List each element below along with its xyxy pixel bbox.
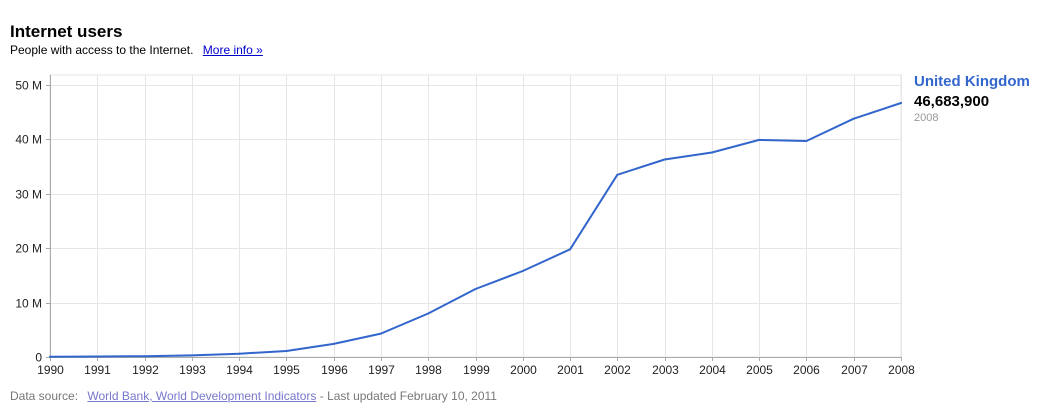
data-point: [521, 270, 524, 272]
x-tick-label: 2002: [604, 363, 631, 377]
data-point: [710, 151, 713, 154]
data-point: [852, 117, 855, 120]
footer: Data source: World Bank, World Developme…: [10, 389, 497, 403]
x-tick-label: 1992: [132, 363, 159, 377]
x-tick-label: 2004: [699, 363, 726, 377]
data-point: [474, 288, 477, 290]
legend-year: 2008: [914, 112, 939, 124]
footer-updated: - Last updated February 10, 2011: [319, 389, 497, 403]
plot-frame: [49, 74, 902, 358]
data-point: [805, 140, 808, 142]
y-tick-label: 40 M: [15, 133, 42, 147]
x-tick-label: 2006: [793, 363, 820, 377]
x-tick-label: 1999: [463, 363, 490, 377]
y-tick-label: 0: [35, 351, 42, 365]
x-tick-label: 2005: [746, 363, 773, 377]
label-layer: 1990 1991 1992 1993 1994 1995 1996 1997 1998 1999…: [15, 79, 915, 378]
data-point: [332, 342, 335, 345]
legend-value: 46,683,900: [914, 93, 990, 110]
x-tick-label: 1994: [226, 363, 253, 377]
x-tick-label: 1995: [273, 363, 300, 377]
y-tick-label: 30 M: [15, 188, 42, 202]
data-point: [663, 158, 666, 161]
x-tick-label: 1997: [368, 363, 395, 377]
chart-subtitle-row: People with access to the Internet. More…: [10, 43, 263, 57]
x-tick-label: 2000: [510, 363, 537, 377]
chart-title: Internet users: [10, 22, 123, 41]
x-tick-label: 2007: [841, 363, 868, 377]
data-source-link[interactable]: World Bank, World Development Indicators: [87, 389, 317, 403]
x-tick-label: 1996: [321, 363, 348, 377]
series-line: [49, 102, 902, 358]
y-tick-label: 20 M: [15, 242, 42, 256]
axis-layer: [46, 75, 902, 361]
data-point: [569, 248, 572, 251]
grid-layer: [49, 74, 902, 358]
y-tick-label: 10 M: [15, 297, 42, 311]
data-point: [49, 355, 51, 358]
data-point: [238, 352, 241, 355]
x-tick-label: 2001: [557, 363, 584, 377]
y-tick-label: 50 M: [15, 79, 42, 93]
x-tick-label: 2003: [652, 363, 679, 377]
legend-series-name[interactable]: United Kingdom: [914, 73, 1030, 90]
data-point: [900, 102, 902, 104]
series-layer: [49, 102, 902, 358]
x-tick-label: 1998: [415, 363, 442, 377]
data-point: [758, 138, 761, 141]
data-point: [143, 355, 146, 358]
data-point: [379, 332, 382, 335]
x-tick-label: 1991: [84, 363, 111, 377]
chart-subtitle: People with access to the Internet.: [10, 43, 194, 57]
x-tick-label: 1990: [37, 363, 64, 377]
data-point: [285, 350, 288, 352]
data-point: [96, 355, 99, 358]
data-point: [427, 312, 430, 315]
x-tick-label: 1993: [179, 363, 206, 377]
x-tick-label: 2008: [888, 363, 915, 377]
data-point: [616, 173, 619, 176]
footer-prefix: Data source:: [10, 389, 79, 403]
more-info-link[interactable]: More info »: [202, 43, 263, 57]
data-point: [190, 354, 193, 357]
